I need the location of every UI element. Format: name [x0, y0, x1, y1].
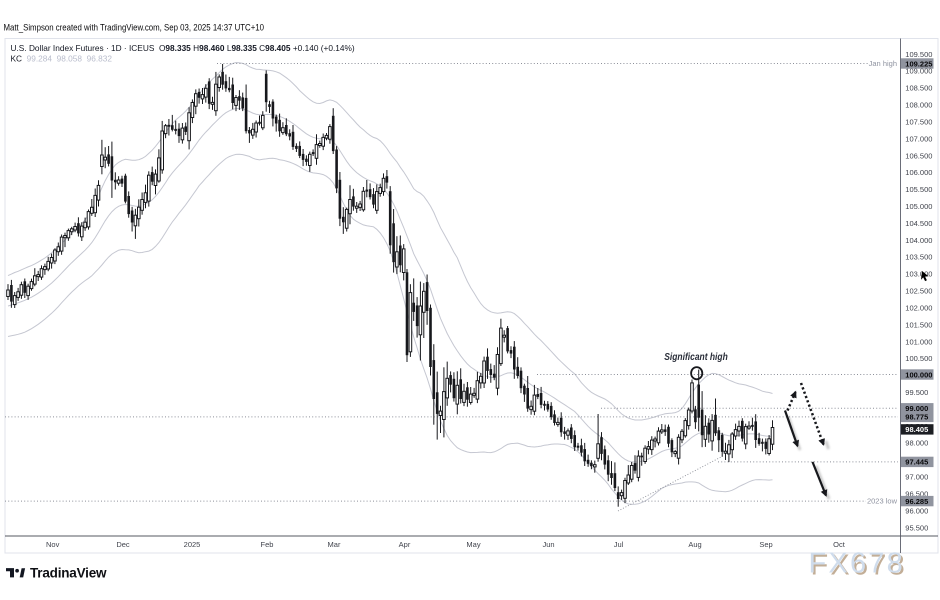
svg-text:99.000: 99.000 — [905, 404, 928, 413]
svg-text:Jun: Jun — [542, 540, 554, 549]
svg-text:108.500: 108.500 — [905, 84, 932, 93]
svg-text:107.500: 107.500 — [905, 117, 932, 126]
svg-text:Jan high: Jan high — [869, 59, 897, 68]
svg-text:Jul: Jul — [614, 540, 624, 549]
svg-text:103.000: 103.000 — [905, 270, 932, 279]
svg-text:104.000: 104.000 — [905, 236, 932, 245]
svg-text:Feb: Feb — [261, 540, 274, 549]
svg-text:Matt_Simpson created with Trad: Matt_Simpson created with TradingView.co… — [4, 23, 265, 33]
svg-text:Dec: Dec — [116, 540, 130, 549]
svg-text:96.285: 96.285 — [905, 497, 928, 506]
svg-text:100.000: 100.000 — [905, 370, 932, 379]
svg-text:97.445: 97.445 — [905, 458, 928, 467]
svg-text:Apr: Apr — [399, 540, 411, 549]
svg-text:Nov: Nov — [46, 540, 60, 549]
svg-text:102.500: 102.500 — [905, 287, 932, 296]
svg-text:109.225: 109.225 — [905, 59, 932, 68]
svg-text:101.500: 101.500 — [905, 320, 932, 329]
svg-text:TradinaView: TradinaView — [30, 566, 107, 581]
svg-text:FX678: FX678 — [809, 548, 905, 580]
svg-text:2023 low: 2023 low — [867, 497, 898, 506]
svg-text:109.000: 109.000 — [905, 67, 932, 76]
svg-text:96.500: 96.500 — [905, 490, 928, 499]
svg-text:98.775: 98.775 — [905, 413, 928, 422]
svg-text:103.500: 103.500 — [905, 253, 932, 262]
svg-text:95.500: 95.500 — [905, 523, 928, 532]
svg-text:101.000: 101.000 — [905, 337, 932, 346]
svg-text:107.000: 107.000 — [905, 134, 932, 143]
svg-text:97.000: 97.000 — [905, 473, 928, 482]
svg-text:100.500: 100.500 — [905, 354, 932, 363]
svg-text:105.500: 105.500 — [905, 185, 932, 194]
svg-text:104.500: 104.500 — [905, 219, 932, 228]
svg-text:Aug: Aug — [688, 540, 701, 549]
svg-text:KC 99.284 98.058 96.832: KC 99.284 98.058 96.832 — [11, 54, 113, 64]
svg-text:99.500: 99.500 — [905, 388, 928, 397]
svg-text:FX678: FX678 — [811, 550, 907, 582]
svg-text:105.000: 105.000 — [905, 202, 932, 211]
svg-text:96.000: 96.000 — [905, 506, 928, 515]
svg-text:106.000: 106.000 — [905, 168, 932, 177]
svg-text:Significant high: Significant high — [664, 352, 728, 363]
svg-text:109.500: 109.500 — [905, 50, 932, 59]
svg-text:May: May — [466, 540, 480, 549]
svg-text:102.000: 102.000 — [905, 303, 932, 312]
svg-text:106.500: 106.500 — [905, 151, 932, 160]
svg-text:Mar: Mar — [328, 540, 341, 549]
svg-text:2025: 2025 — [184, 540, 201, 549]
svg-text:U.S. Dollar Index Futures · 1D: U.S. Dollar Index Futures · 1D · ICEUS O… — [11, 43, 355, 53]
svg-text:98.000: 98.000 — [905, 439, 928, 448]
svg-text:108.000: 108.000 — [905, 101, 932, 110]
svg-text:98.405: 98.405 — [905, 425, 928, 434]
svg-text:Oct: Oct — [833, 540, 846, 549]
svg-text:Sep: Sep — [759, 540, 772, 549]
